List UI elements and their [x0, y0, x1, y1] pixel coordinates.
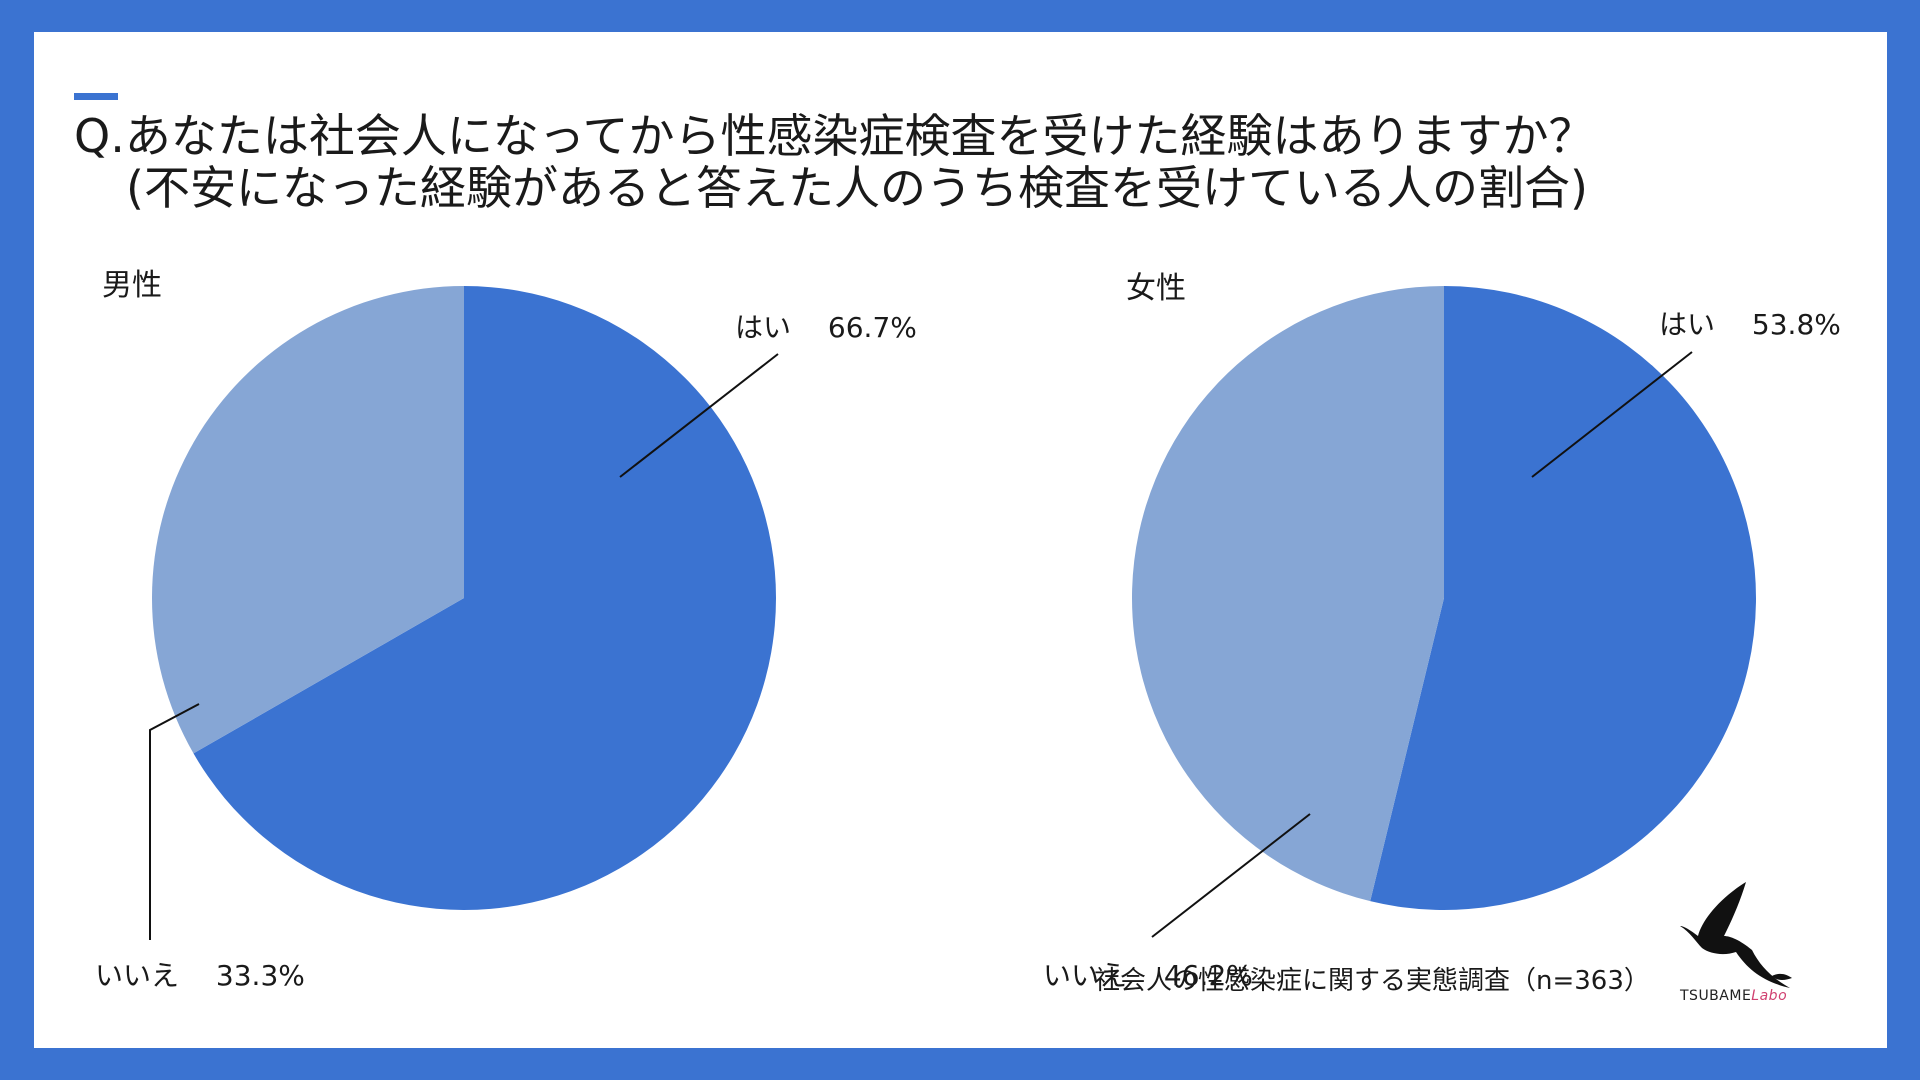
male-yes-label-value: 66.7% — [827, 311, 917, 344]
survey-footnote: 社会人の性感染症に関する実態調査（n=363） — [1094, 966, 1650, 996]
female-yes-leader-line — [1531, 351, 1693, 478]
male-no-slice — [151, 286, 464, 754]
male-yes-slice — [193, 286, 776, 910]
female-no-label: いいえ 46.2% — [1043, 954, 1253, 994]
male-chart-title: 男性 — [102, 268, 162, 303]
male-no-label: いいえ 33.3% — [95, 954, 305, 994]
male-yes-label: はい 66.7% — [735, 306, 917, 346]
title-accent-bar — [74, 93, 118, 100]
male-no-leader-line — [149, 703, 200, 940]
female-no-slice — [1131, 286, 1444, 902]
male-no-label-value: 33.3% — [215, 959, 305, 992]
title-line-1: Q.あなたは社会人になってから性感染症検査を受けた経験はありますか？ — [74, 109, 1595, 163]
logo-text: TSUBAMELabo — [1680, 988, 1787, 1004]
page-title: Q.あなたは社会人になってから性感染症検査を受けた経験はありますか？ (不安にな… — [74, 110, 1834, 214]
female-yes-label: はい 53.8% — [1659, 303, 1841, 343]
female-no-label-value: 46.2% — [1163, 959, 1253, 992]
male-no-label-name: いいえ — [95, 959, 180, 992]
female-yes-slice — [1370, 286, 1756, 910]
swallow-icon — [1680, 882, 1792, 988]
female-pie — [1131, 286, 1756, 910]
male-yes-leader-line — [619, 353, 779, 478]
title-line-2: (不安になった経験があると答えた人のうち検査を受けている人の割合) — [126, 161, 1588, 215]
female-chart-title: 女性 — [1126, 271, 1186, 306]
logo-brand: TSUBAME — [1680, 988, 1752, 1004]
female-yes-label-name: はい — [1659, 308, 1716, 341]
male-yes-label-name: はい — [735, 311, 792, 344]
female-no-label-name: いいえ — [1043, 959, 1128, 992]
logo-suffix: Labo — [1751, 988, 1788, 1004]
female-yes-label-value: 53.8% — [1751, 308, 1841, 341]
female-no-leader-line — [1151, 813, 1311, 938]
male-pie — [151, 286, 776, 910]
